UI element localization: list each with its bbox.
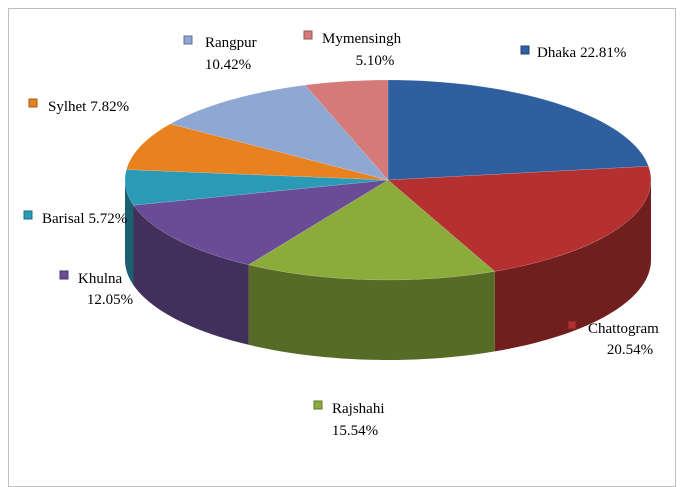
pie-slice-side [133, 205, 249, 345]
slice-name: Dhaka [537, 45, 576, 61]
legend-marker [28, 98, 38, 108]
slice-value-label: 10.42% [205, 57, 251, 73]
legend-marker [520, 45, 530, 55]
slice-name: Barisal [42, 211, 85, 227]
pie-slice [387, 79, 649, 181]
slice-value-label: 12.05% [87, 292, 133, 308]
slice-value-label: 7.82% [90, 99, 129, 115]
slice-value-label: 5.10% [356, 53, 395, 69]
legend-marker [303, 30, 313, 40]
legend-marker [23, 210, 33, 220]
pie-slice [124, 169, 389, 206]
legend-marker [313, 400, 323, 410]
slice-label: Rangpur [205, 35, 257, 51]
slice-name: Sylhet [48, 99, 87, 115]
slice-label: Chattogram [588, 321, 659, 337]
pie-slice [387, 166, 652, 272]
slice-value-label: 22.81% [580, 45, 626, 61]
legend-marker [59, 270, 69, 280]
pie-slice-side [494, 180, 651, 352]
slice-value-label: 5.72% [89, 211, 128, 227]
pie-slice [133, 179, 389, 266]
slice-label: Sylhet 7.82% [48, 99, 129, 115]
pie-slice-side [248, 264, 495, 360]
slice-label: Dhaka 22.81% [537, 45, 626, 61]
legend-marker [567, 320, 577, 330]
slice-value-label: 15.54% [332, 423, 378, 439]
legend-marker [183, 35, 193, 45]
slice-label: Barisal 5.72% [42, 211, 127, 227]
pie-slice [247, 179, 496, 281]
slice-label: Mymensingh [322, 31, 402, 47]
pie-slice [169, 84, 389, 181]
pie-slice [126, 123, 389, 181]
pie-slice-side [125, 180, 134, 286]
slice-value-label: 20.54% [607, 342, 653, 358]
slice-label: Khulna [78, 271, 123, 287]
slice-label: Rajshahi [332, 401, 385, 417]
pie-slice [304, 79, 389, 181]
